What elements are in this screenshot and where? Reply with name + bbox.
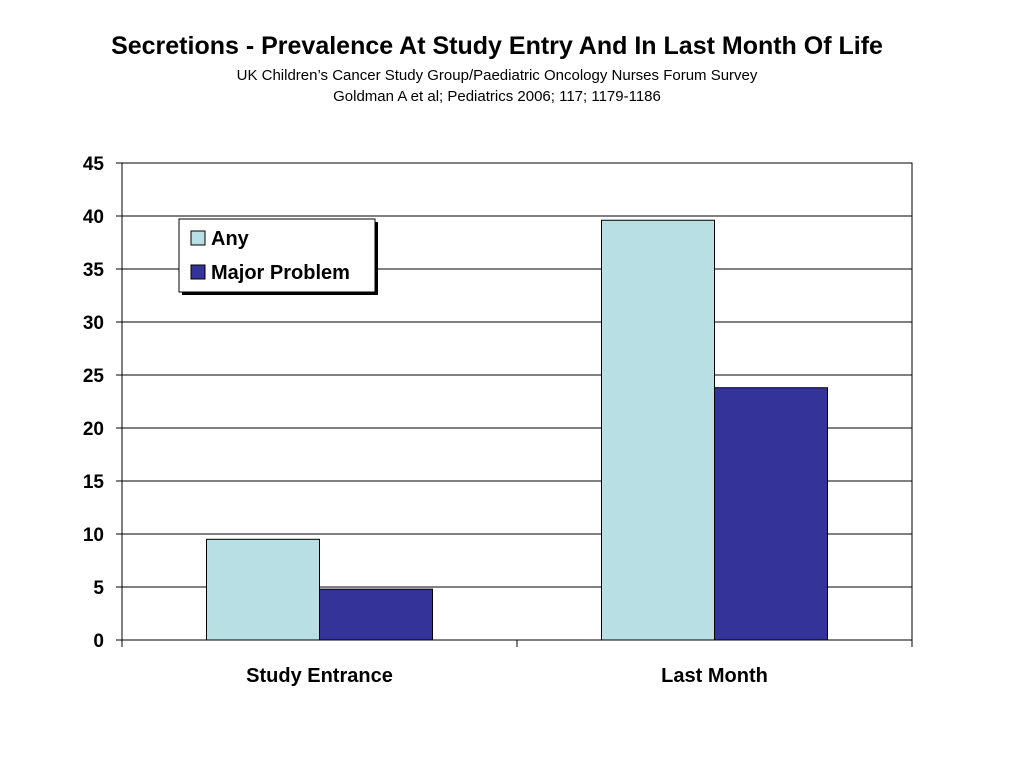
legend-swatch — [190, 264, 206, 280]
bars — [206, 219, 828, 641]
y-tick-label: 10 — [83, 525, 104, 546]
category-labels: Study Entrance Last Month — [246, 665, 768, 687]
category-label: Last Month — [661, 665, 768, 687]
bar-major-problem — [714, 387, 828, 641]
y-tick-label: 25 — [83, 366, 105, 387]
axes — [116, 162, 913, 647]
y-tick-label: 20 — [83, 419, 104, 440]
bar-any — [601, 219, 715, 641]
y-tick-label: 40 — [83, 207, 104, 228]
y-tick-label: 35 — [83, 260, 105, 281]
y-tick-label: 45 — [83, 154, 105, 175]
y-tick-labels: 0 5 10 15 20 25 30 35 40 45 — [83, 154, 105, 652]
legend-swatch — [190, 230, 206, 246]
y-tick-label: 15 — [83, 472, 105, 493]
y-tick-label: 0 — [93, 631, 104, 652]
y-tick-label: 5 — [93, 578, 104, 599]
chart-citation: Goldman A et al; Pediatrics 2006; 117; 1… — [333, 88, 661, 105]
chart-title: Secretions - Prevalence At Study Entry A… — [111, 32, 883, 60]
bar-major-problem — [319, 588, 433, 641]
legend: Any Major Problem — [178, 218, 378, 295]
y-tick-label: 30 — [83, 313, 104, 334]
legend-label: Major Problem — [211, 262, 350, 284]
chart-subtitle: UK Children’s Cancer Study Group/Paediat… — [236, 67, 758, 84]
bar-any — [206, 538, 320, 641]
legend-label: Any — [211, 228, 250, 250]
category-label: Study Entrance — [246, 665, 393, 687]
legend-box — [178, 218, 376, 293]
